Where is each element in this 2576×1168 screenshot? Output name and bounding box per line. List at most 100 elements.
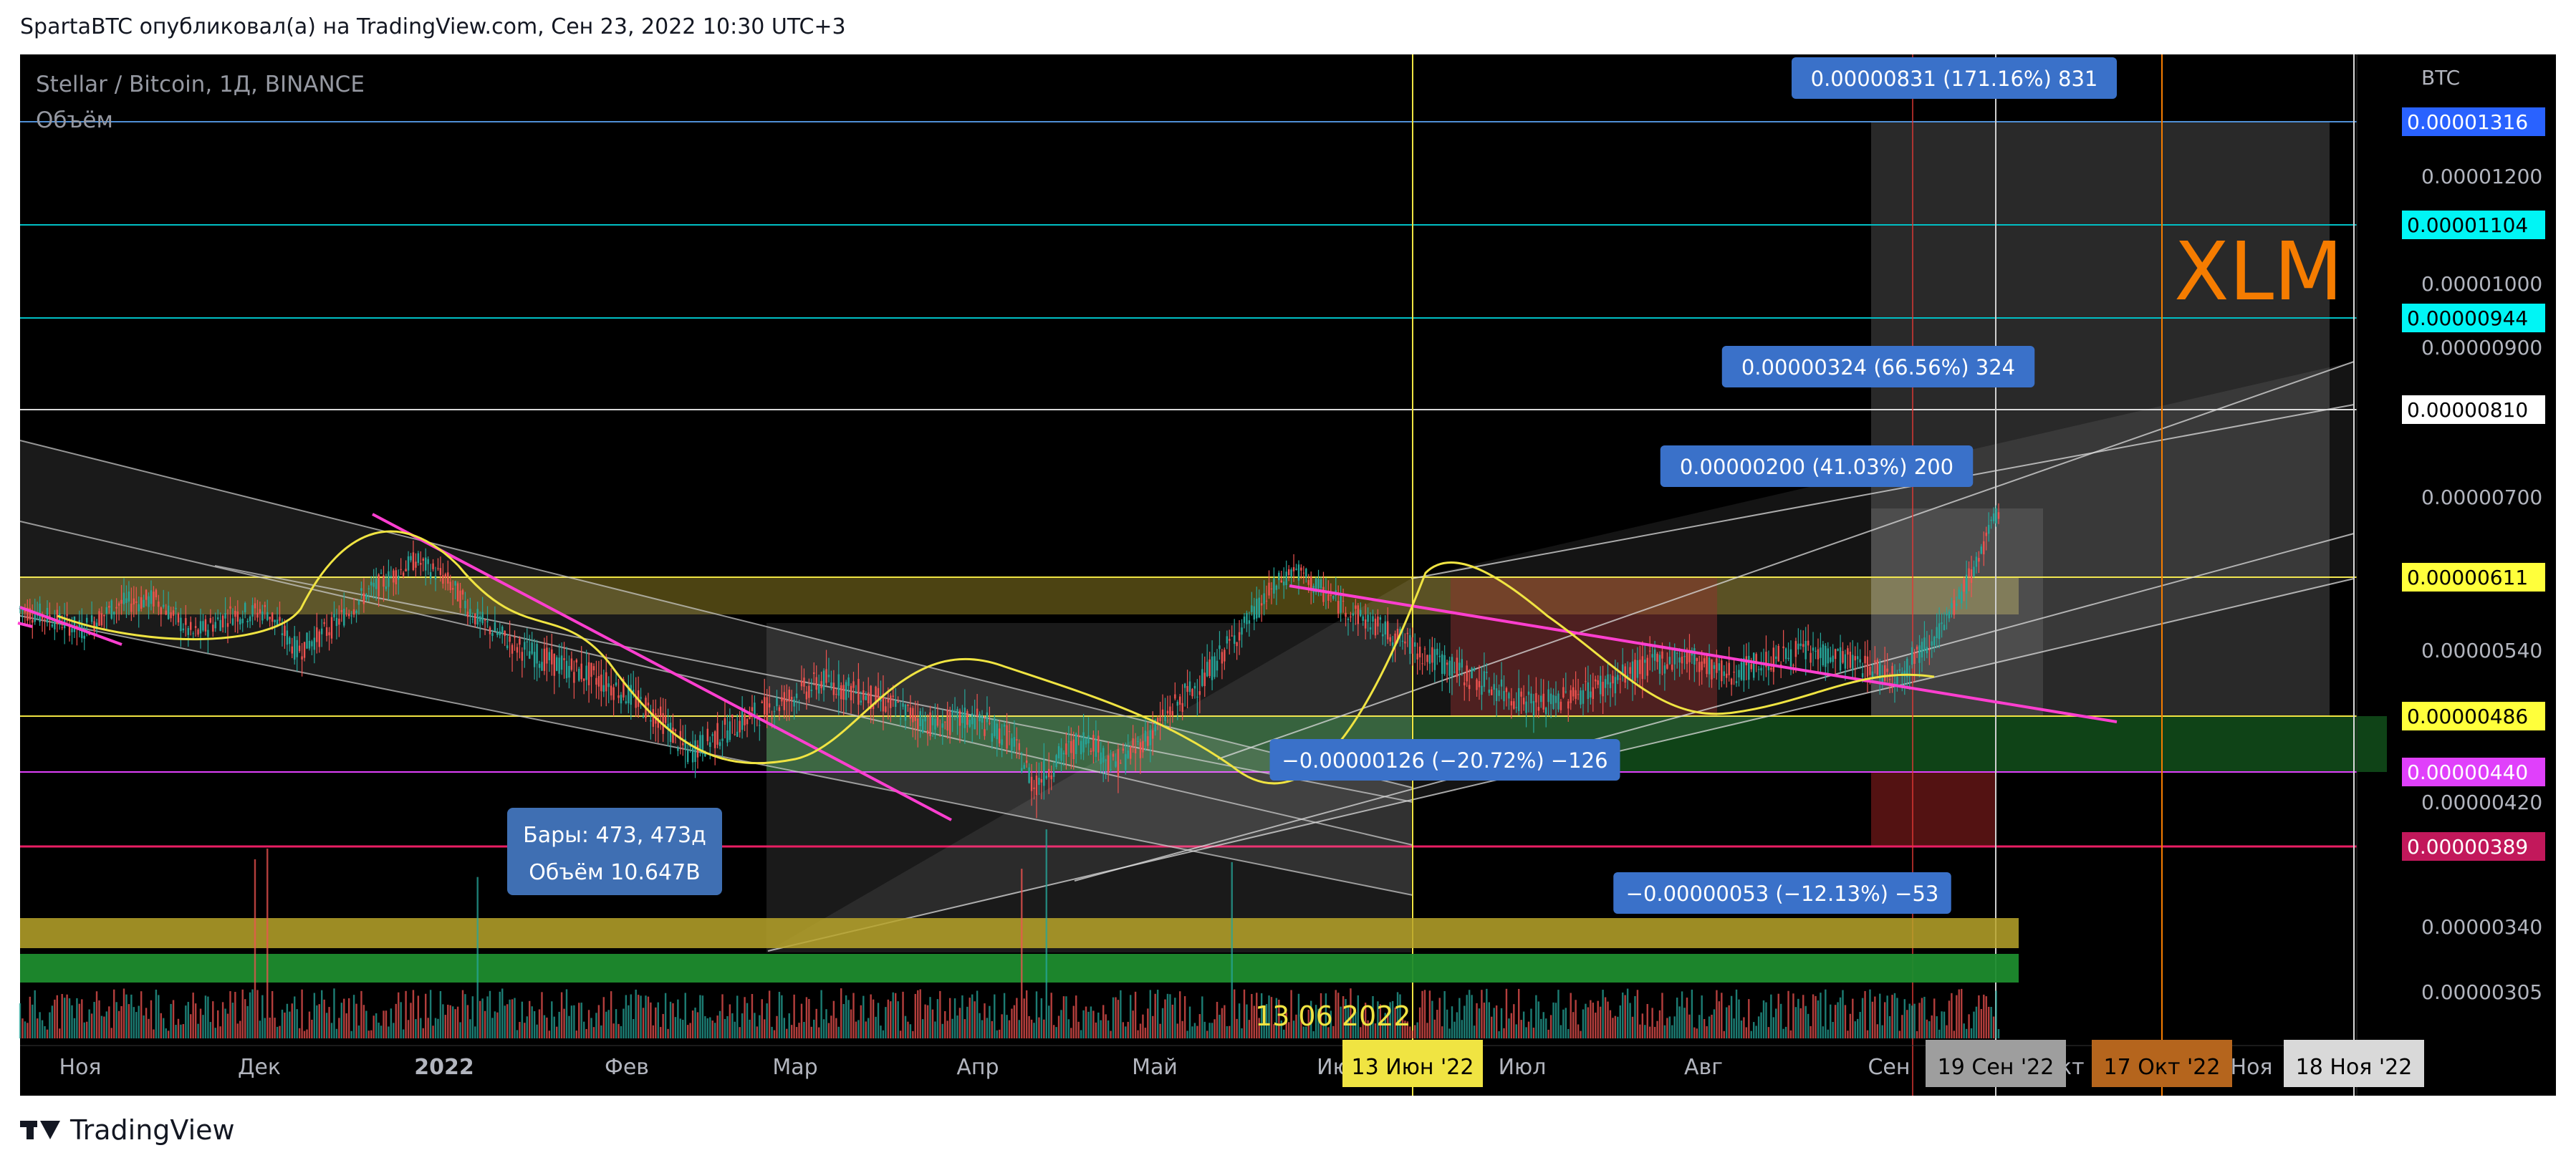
volume-bar — [979, 1013, 981, 1038]
candle-body — [451, 588, 454, 590]
candle-body — [160, 607, 163, 614]
ascending-channel-fill — [768, 362, 2354, 951]
volume-bar — [1607, 1001, 1609, 1038]
volume-bar — [669, 1001, 672, 1038]
footer-brand[interactable]: TradingView — [20, 1114, 235, 1146]
candle-body — [177, 613, 180, 623]
candle-body — [875, 686, 877, 704]
volume-bar — [756, 1026, 759, 1038]
candle-body — [519, 638, 521, 645]
candle-body — [427, 559, 429, 564]
candle-body — [1604, 679, 1607, 688]
volume-bar — [1406, 1021, 1409, 1038]
candle-body — [976, 708, 979, 716]
candle-body — [1510, 701, 1513, 706]
volume-bar — [694, 1008, 696, 1038]
candle-body — [781, 697, 783, 702]
volume-bar — [1473, 1025, 1476, 1038]
candle-body — [1500, 679, 1503, 687]
candle-body — [939, 735, 941, 737]
volume-bar — [360, 990, 362, 1038]
candle-body — [899, 718, 902, 720]
volume-bar — [180, 1024, 182, 1038]
volume-bar — [56, 995, 58, 1038]
candle-body — [1975, 556, 1978, 567]
volume-bar — [1471, 995, 1473, 1038]
volume-bar — [880, 1025, 882, 1038]
candle-body — [1592, 687, 1594, 700]
volume-bar — [1815, 995, 1817, 1038]
volume-bar — [1730, 995, 1733, 1038]
volume-bar — [1139, 1023, 1142, 1038]
candle-body — [974, 718, 976, 730]
candle-body — [422, 559, 424, 561]
candle-body — [582, 678, 585, 681]
candle-body — [1879, 662, 1881, 679]
volume-bar — [254, 859, 256, 1038]
volume-bar — [1683, 1008, 1686, 1038]
candle-body — [1428, 655, 1431, 664]
volume-bar — [88, 1009, 90, 1038]
candle-body — [343, 609, 345, 626]
volume-bar — [1597, 1000, 1599, 1038]
candle-body — [625, 701, 628, 703]
candle-body — [951, 710, 953, 718]
volume-bar — [1062, 996, 1065, 1038]
candle-body — [167, 605, 170, 619]
volume-bar — [986, 1018, 989, 1038]
candle-body — [865, 695, 867, 700]
candle-body — [264, 604, 266, 607]
volume-bar — [971, 994, 974, 1038]
volume-bar — [311, 1019, 313, 1038]
volume-bar — [578, 1003, 580, 1038]
volume-bar — [827, 1023, 830, 1038]
volume-bar — [1891, 995, 1893, 1038]
candle-body — [1990, 519, 1992, 521]
price-tick: 0.00000420 — [2421, 791, 2542, 814]
volume-bar — [1577, 1024, 1580, 1038]
candle-body — [867, 692, 870, 704]
candle-body — [1481, 685, 1483, 695]
candle-body — [941, 723, 943, 728]
xlm-annotation: XLM — [2174, 226, 2343, 319]
volume-bar — [865, 1021, 867, 1038]
candle-body — [231, 618, 234, 625]
candle-body — [558, 657, 560, 674]
candle-body — [553, 654, 555, 676]
volume-bar — [862, 995, 865, 1038]
volume-bar — [49, 1012, 51, 1038]
volume-bar — [655, 1007, 657, 1038]
candle-body — [1471, 667, 1473, 679]
volume-bar — [496, 1012, 499, 1038]
candle-body — [1946, 613, 1948, 616]
candle-body — [744, 714, 746, 725]
volume-bar — [1176, 1023, 1178, 1038]
volume-bar — [1478, 1008, 1481, 1038]
candle-body — [1364, 619, 1367, 629]
price-tag-text: 0.00001104 — [2407, 213, 2528, 237]
price-tag-text: 0.00000486 — [2407, 705, 2528, 728]
candle-body — [491, 633, 494, 637]
volume-bar — [1671, 1025, 1673, 1038]
candle-body — [338, 618, 340, 625]
candle-body — [153, 592, 155, 607]
candle-body — [860, 700, 862, 703]
volume-bar — [731, 1013, 734, 1038]
volume-bar — [44, 1025, 46, 1038]
candle-body — [1760, 667, 1762, 671]
volume-bar — [320, 990, 323, 1038]
candle-body — [529, 651, 531, 659]
price-tag — [2402, 107, 2545, 136]
volume-bar — [652, 1025, 655, 1038]
candle-body — [276, 619, 279, 626]
candle-body — [1595, 679, 1597, 682]
volume-bar — [919, 989, 921, 1038]
candle-body — [1446, 662, 1448, 665]
candle-body — [543, 648, 546, 671]
volume-bar — [1639, 1024, 1641, 1038]
volume-bar — [1567, 1028, 1570, 1038]
volume-bar — [128, 1004, 130, 1038]
volume-bar — [192, 993, 194, 1038]
candle-body — [971, 713, 974, 725]
